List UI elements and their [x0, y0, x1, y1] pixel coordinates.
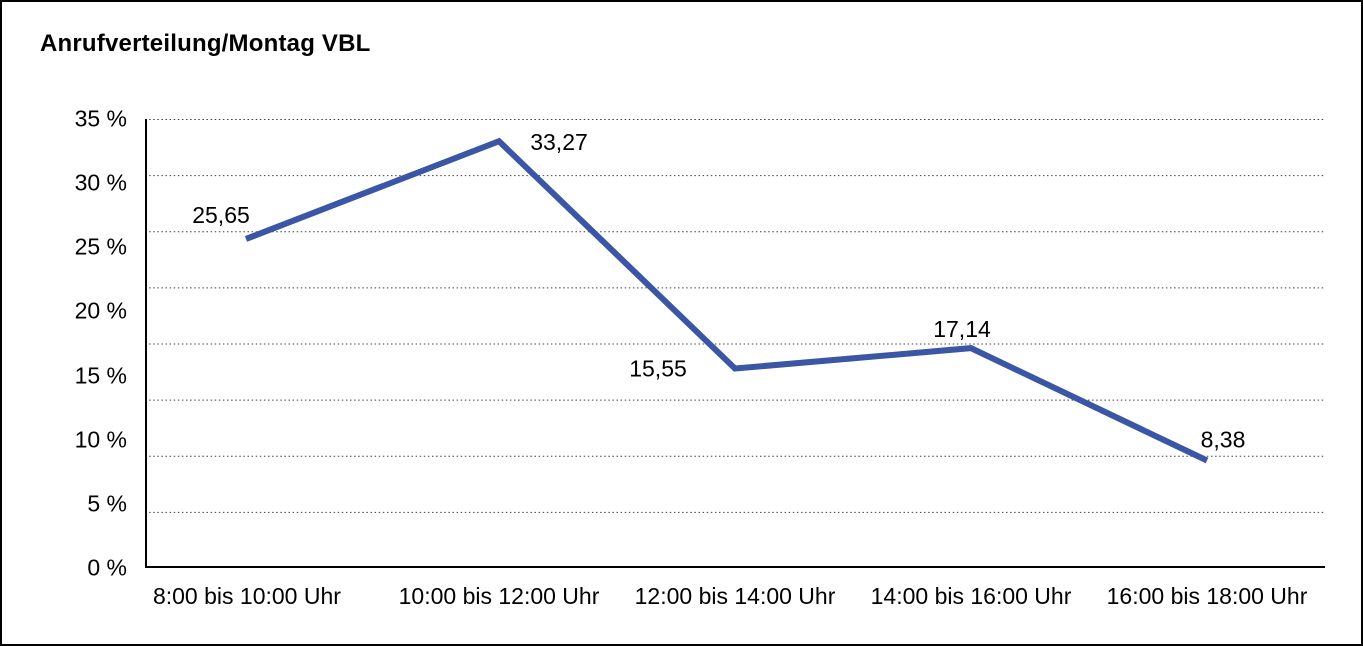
- data-point-label: 25,65: [192, 202, 250, 228]
- y-tick-label: 10 %: [74, 426, 127, 453]
- data-point-label: 17,14: [933, 316, 991, 342]
- y-tick-label: 5 %: [87, 490, 127, 517]
- x-tick-label: 16:00 bis 18:00 Uhr: [1106, 583, 1308, 609]
- chart-title: Anrufverteilung/Montag VBL: [40, 30, 371, 57]
- y-axis-tick-labels: 35 % 30 % 25 % 20 % 15 % 10 % 5 % 0 %: [2, 107, 127, 579]
- data-point-label: 33,27: [530, 129, 588, 155]
- y-tick-label: 25 %: [74, 233, 127, 260]
- x-tick-label: 12:00 bis 14:00 Uhr: [634, 583, 836, 609]
- y-tick-label: 0 %: [87, 554, 127, 581]
- x-tick-label: 14:00 bis 16:00 Uhr: [870, 583, 1072, 609]
- x-tick-label: 10:00 bis 12:00 Uhr: [398, 583, 600, 609]
- y-tick-label: 15 %: [74, 362, 127, 389]
- x-axis-tick-labels: 8:00 bis 10:00 Uhr 10:00 bis 12:00 Uhr 12:…: [145, 583, 1325, 613]
- y-tick-label: 20 %: [74, 297, 127, 324]
- line-chart-plot-area: 25,65 33,27 15,55 17,14 8,38: [145, 119, 1325, 568]
- x-tick-label: 8:00 bis 10:00 Uhr: [152, 583, 341, 609]
- data-point-label: 8,38: [1201, 426, 1246, 452]
- y-tick-label: 30 %: [74, 169, 127, 196]
- data-series-line: [244, 137, 1209, 464]
- data-point-label: 15,55: [629, 356, 687, 382]
- y-tick-label: 35 %: [74, 105, 127, 132]
